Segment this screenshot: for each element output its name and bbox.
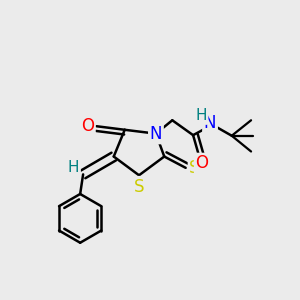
Text: H: H [195,108,207,123]
Text: S: S [134,178,144,196]
Text: N: N [150,125,162,143]
Text: O: O [81,117,94,135]
Text: N: N [204,114,216,132]
Text: S: S [189,159,200,177]
Text: H: H [68,160,80,175]
Text: O: O [196,154,208,172]
